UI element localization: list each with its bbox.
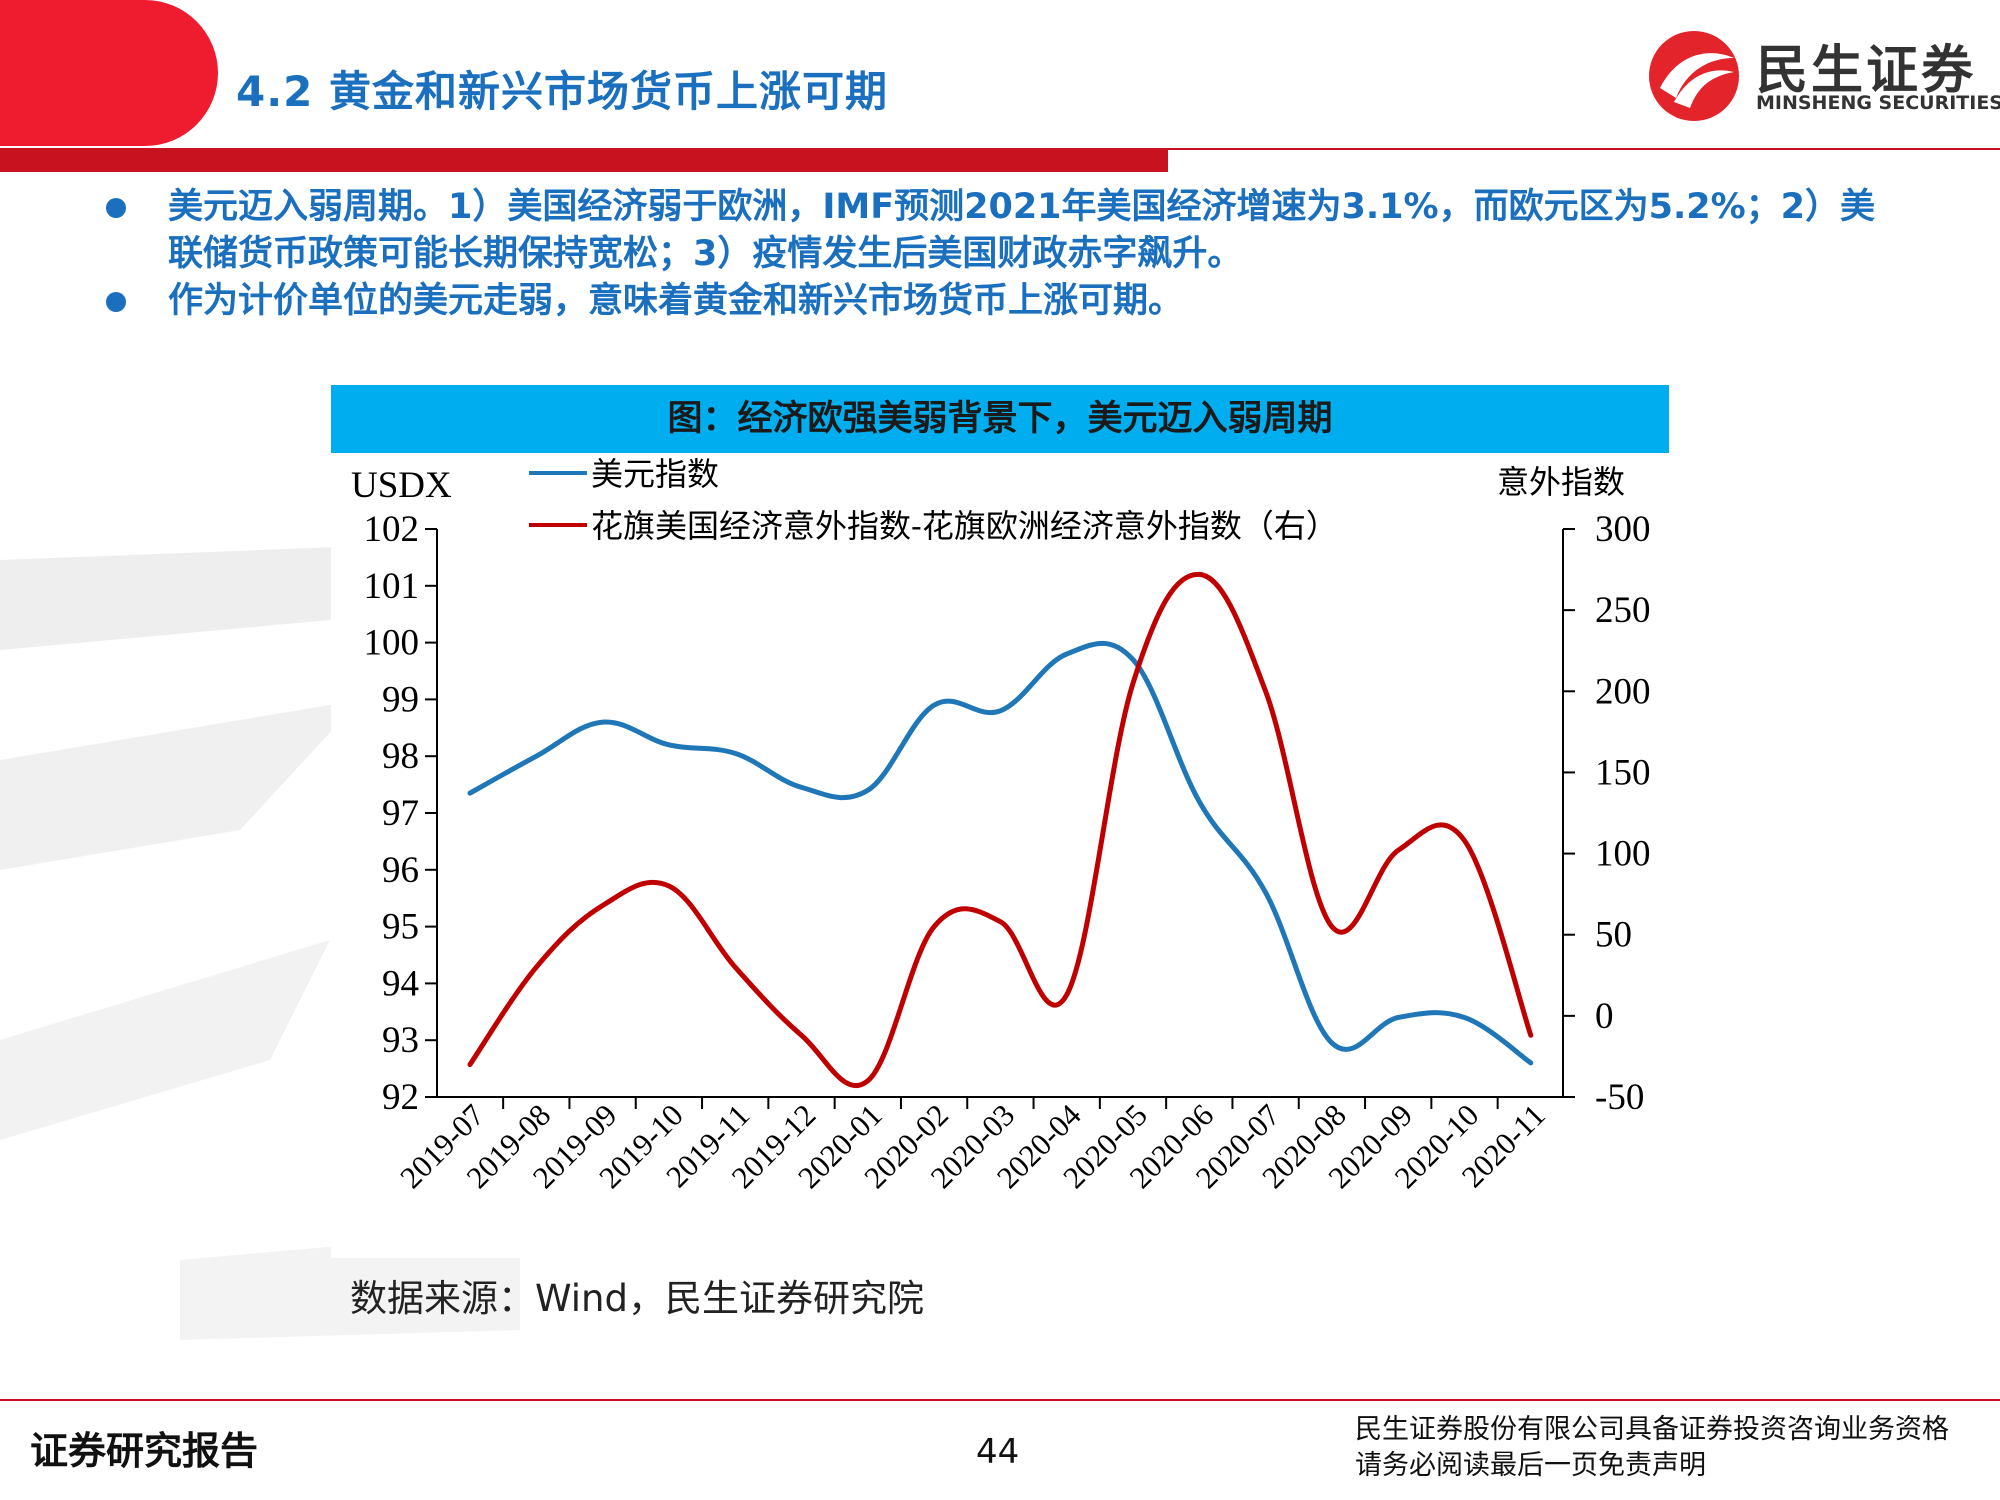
header-red-line (1168, 148, 2000, 150)
y-right-tick-label: 300 (1595, 509, 1651, 550)
y-left-tick-label: 102 (364, 509, 420, 550)
logo-mark-icon (1649, 31, 1739, 121)
data-source: 数据来源：Wind，民生证券研究院 (350, 1277, 924, 1320)
y-right-tick-label: 150 (1595, 752, 1651, 793)
y-left-tick-label: 100 (364, 623, 420, 664)
y-left-tick-label: 93 (382, 1020, 419, 1061)
footer-disclaimer: 民生证券股份有限公司具备证券投资咨询业务资格 请务必阅读最后一页免责声明 (1355, 1412, 1949, 1484)
y-right-tick-label: 0 (1595, 996, 1614, 1037)
header-red-shape (0, 0, 218, 146)
y-left-tick-label: 92 (382, 1077, 419, 1118)
y-left-tick-label: 95 (382, 907, 419, 948)
chart-title: 图：经济欧强美弱背景下，美元迈入弱周期 (667, 399, 1333, 439)
bullet-item: 作为计价单位的美元走弱，意味着黄金和新兴市场货币上涨可期。 (100, 278, 1900, 325)
company-logo: 民生证券 MINSHENG SECURITIES (1646, 28, 2000, 124)
bullet-dot-icon (106, 198, 126, 218)
page-title: 4.2 黄金和新兴市场货币上涨可期 (236, 67, 889, 116)
y-left-tick-label: 96 (382, 850, 419, 891)
y-right-tick-label: 100 (1595, 834, 1651, 875)
chart-series (467, 571, 1534, 1089)
chart-title-bar: 图：经济欧强美弱背景下，美元迈入弱周期 (331, 385, 1669, 453)
legend-label-surprise-index: 花旗美国经济意外指数-花旗欧洲经济意外指数（右） (591, 507, 1338, 545)
bullet-text: 作为计价单位的美元走弱，意味着黄金和新兴市场货币上涨可期。 (168, 281, 1184, 321)
footer-line (0, 1399, 2000, 1401)
y-axis-right-label: 意外指数 (1497, 463, 1625, 501)
y-left-tick-label: 97 (382, 793, 419, 834)
series-line-surprise-index (467, 571, 1534, 1089)
y-right-tick-label: 50 (1595, 915, 1632, 956)
line-chart: USDX 意外指数 美元指数 花旗美国经济意外指数-花旗欧洲经济意外指数（右） … (331, 453, 1669, 1258)
logo-cn-text: 民生证券 (1756, 41, 1977, 101)
footer-disclaimer-line2: 请务必阅读最后一页免责声明 (1355, 1450, 1706, 1481)
bullet-item: 美元迈入弱周期。1）美国经济弱于欧洲，IMF预测2021年美国经济增速为3.1%… (100, 184, 1900, 278)
legend-label-usd-index: 美元指数 (591, 455, 719, 493)
y-right-tick-label: 200 (1595, 671, 1651, 712)
y-left-tick-label: 101 (364, 566, 420, 607)
bullet-text: 美元迈入弱周期。1）美国经济弱于欧洲，IMF预测2021年美国经济增速为3.1%… (168, 187, 1876, 274)
bullet-dot-icon (106, 292, 126, 312)
header-red-bar (0, 148, 1168, 172)
footer-report-label: 证券研究报告 (30, 1429, 259, 1473)
y-left-tick-label: 94 (382, 963, 419, 1004)
y-right-tick-label: 250 (1595, 590, 1651, 631)
footer-disclaimer-line1: 民生证券股份有限公司具备证券投资咨询业务资格 (1355, 1414, 1949, 1445)
y-left-tick-label: 99 (382, 679, 419, 720)
bullet-list: 美元迈入弱周期。1）美国经济弱于欧洲，IMF预测2021年美国经济增速为3.1%… (100, 184, 1900, 325)
page-number: 44 (976, 1432, 1020, 1472)
y-left-tick-label: 98 (382, 736, 419, 777)
y-right-tick-label: -50 (1595, 1077, 1644, 1118)
chart-background (331, 453, 1669, 1258)
logo-en-text: MINSHENG SECURITIES (1756, 92, 2000, 114)
y-axis-left-label: USDX (351, 465, 452, 506)
